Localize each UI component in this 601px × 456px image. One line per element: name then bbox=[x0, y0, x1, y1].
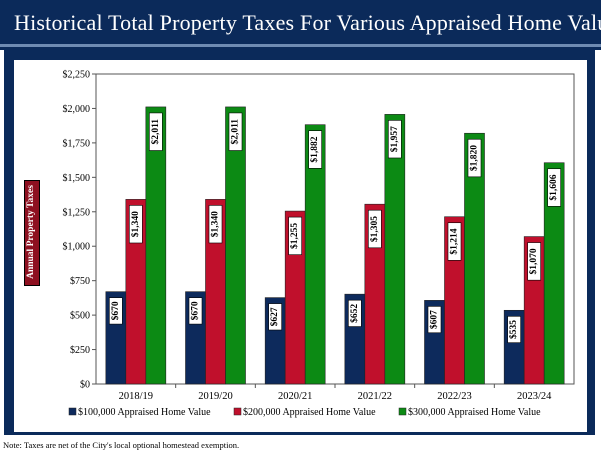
page-title: Historical Total Property Taxes For Vari… bbox=[14, 10, 601, 35]
data-label-box bbox=[368, 209, 382, 249]
y-tick-label: $1,500 bbox=[63, 173, 91, 184]
data-label: $652 bbox=[349, 304, 360, 323]
x-tick-label: 2018/19 bbox=[119, 391, 153, 402]
x-tick-label: 2021/22 bbox=[358, 391, 392, 402]
data-label-box bbox=[188, 297, 203, 325]
data-label-box bbox=[427, 306, 442, 334]
data-label-box bbox=[447, 222, 462, 261]
y-axis-label: Annual Property Taxes bbox=[26, 185, 36, 279]
y-tick-label: $1,000 bbox=[63, 242, 91, 253]
data-label: $535 bbox=[508, 320, 519, 339]
legend-label: $100,000 Appraised Home Value bbox=[78, 407, 211, 418]
x-tick-label: 2022/23 bbox=[437, 391, 471, 402]
y-tick-label: $250 bbox=[70, 345, 90, 356]
data-label-box bbox=[527, 242, 541, 281]
legend-swatch bbox=[68, 407, 77, 416]
data-label-box bbox=[208, 205, 223, 244]
data-label-box bbox=[268, 303, 282, 331]
bar bbox=[225, 106, 246, 385]
bar bbox=[384, 114, 406, 385]
plot-area bbox=[95, 73, 575, 385]
data-label-box bbox=[547, 168, 561, 207]
x-tick-label: 2023/24 bbox=[517, 391, 552, 402]
legend-swatch bbox=[398, 407, 407, 416]
data-label-box bbox=[507, 315, 521, 343]
data-label-box bbox=[129, 205, 143, 244]
y-tick-label: $0 bbox=[80, 380, 90, 391]
legend-label: $200,000 Appraised Home Value bbox=[243, 407, 376, 418]
chart-svg: $0 $250 $500 $750 $1,000 $1,250 $1,500 $1,750 $2… bbox=[63, 70, 575, 418]
bar bbox=[464, 132, 485, 385]
data-label-box bbox=[288, 216, 302, 255]
data-label: $1,070 bbox=[528, 248, 539, 274]
y-tick-label: $2,000 bbox=[63, 104, 91, 115]
data-label: $1,957 bbox=[389, 126, 400, 152]
header-stripe bbox=[0, 44, 601, 47]
data-label: $670 bbox=[190, 301, 201, 320]
data-label-box bbox=[388, 120, 402, 159]
data-label: $1,606 bbox=[548, 174, 559, 200]
data-label-box bbox=[348, 299, 362, 327]
y-tick-label: $500 bbox=[70, 311, 90, 322]
data-label-box bbox=[109, 297, 123, 325]
legend-swatch bbox=[233, 407, 242, 416]
data-label-box bbox=[467, 138, 482, 178]
data-label: $1,305 bbox=[369, 216, 380, 242]
y-tick-label: $750 bbox=[70, 276, 90, 287]
legend-label: $300,000 Appraised Home Value bbox=[408, 407, 541, 418]
data-label: $1,340 bbox=[210, 211, 221, 237]
data-label-box bbox=[149, 112, 163, 151]
data-label: $627 bbox=[269, 307, 280, 326]
data-label: $2,011 bbox=[230, 119, 241, 145]
data-label: $1,340 bbox=[130, 211, 141, 237]
data-label-box bbox=[308, 130, 322, 169]
footnote: Note: Taxes are net of the City's local … bbox=[3, 440, 240, 450]
data-label-box bbox=[228, 112, 243, 151]
y-tick-label: $2,250 bbox=[63, 70, 91, 81]
x-tick-label: 2020/21 bbox=[278, 391, 312, 402]
bar bbox=[304, 124, 326, 385]
bar bbox=[145, 106, 167, 385]
data-label: $1,882 bbox=[309, 136, 320, 162]
data-label: $1,820 bbox=[469, 145, 480, 171]
bar bbox=[543, 162, 565, 385]
data-label: $607 bbox=[429, 310, 440, 329]
y-tick-label: $1,250 bbox=[63, 207, 91, 218]
data-label: $2,011 bbox=[150, 119, 161, 145]
data-label: $1,255 bbox=[289, 223, 300, 249]
header-bar: Historical Total Property Taxes For Vari… bbox=[0, 0, 601, 50]
x-tick-label: 2019/20 bbox=[198, 391, 232, 402]
data-label: $670 bbox=[110, 301, 121, 320]
data-label: $1,214 bbox=[449, 228, 460, 254]
y-axis-label-box bbox=[24, 180, 40, 286]
y-tick-label: $1,750 bbox=[63, 138, 91, 149]
